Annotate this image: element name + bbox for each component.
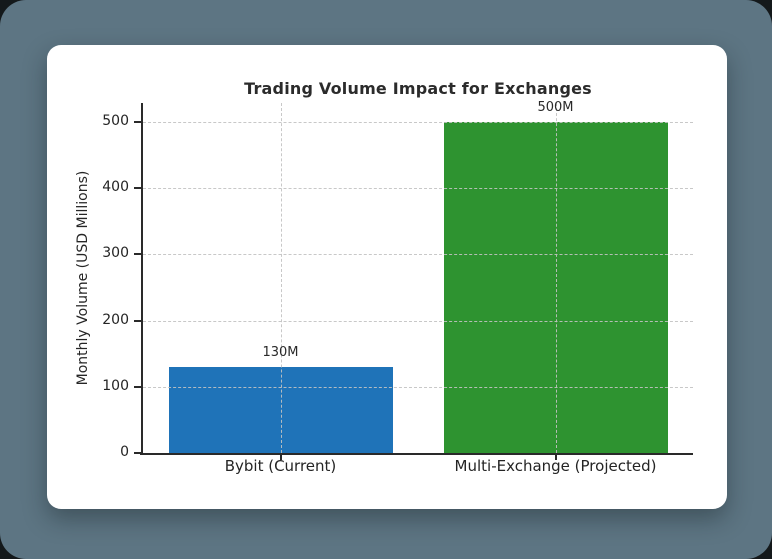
- y-tick-label: 400: [102, 179, 129, 196]
- chart-card: Trading Volume Impact for Exchanges Mont…: [47, 45, 727, 509]
- h-gridline: [143, 188, 693, 190]
- y-tick-label: 300: [102, 245, 129, 262]
- x-tick: [279, 455, 282, 460]
- x-axis-spine: [140, 453, 693, 455]
- x-tick: [554, 455, 557, 460]
- bar-value-label: 130M: [262, 344, 299, 360]
- v-gridline: [280, 103, 282, 453]
- y-tick-label: 100: [102, 377, 129, 394]
- y-tick: [134, 385, 141, 388]
- h-gridline: [143, 122, 693, 123]
- y-tick: [134, 187, 141, 190]
- bar-value-label: 500M: [537, 100, 574, 115]
- y-axis-spine: [141, 103, 143, 455]
- v-gridline: [555, 103, 557, 453]
- plot-area: [134, 103, 693, 460]
- y-tick-label: 200: [102, 311, 129, 328]
- h-gridline: [143, 386, 693, 388]
- y-axis-label: Monthly Volume (USD Millions): [75, 170, 91, 386]
- y-tick: [134, 319, 141, 322]
- x-tick-label-multi-exchange-projected: Multi-Exchange (Projected): [454, 457, 657, 475]
- y-tick-label: 0: [120, 444, 129, 460]
- x-tick-label-bybit-current: Bybit (Current): [224, 457, 337, 475]
- y-tick-label: 500: [102, 113, 129, 129]
- y-tick: [134, 121, 141, 123]
- y-tick: [134, 253, 141, 256]
- h-gridline: [143, 254, 693, 256]
- h-gridline: [143, 320, 693, 322]
- y-tick: [134, 452, 141, 454]
- chart-title: Trading Volume Impact for Exchanges: [244, 79, 592, 98]
